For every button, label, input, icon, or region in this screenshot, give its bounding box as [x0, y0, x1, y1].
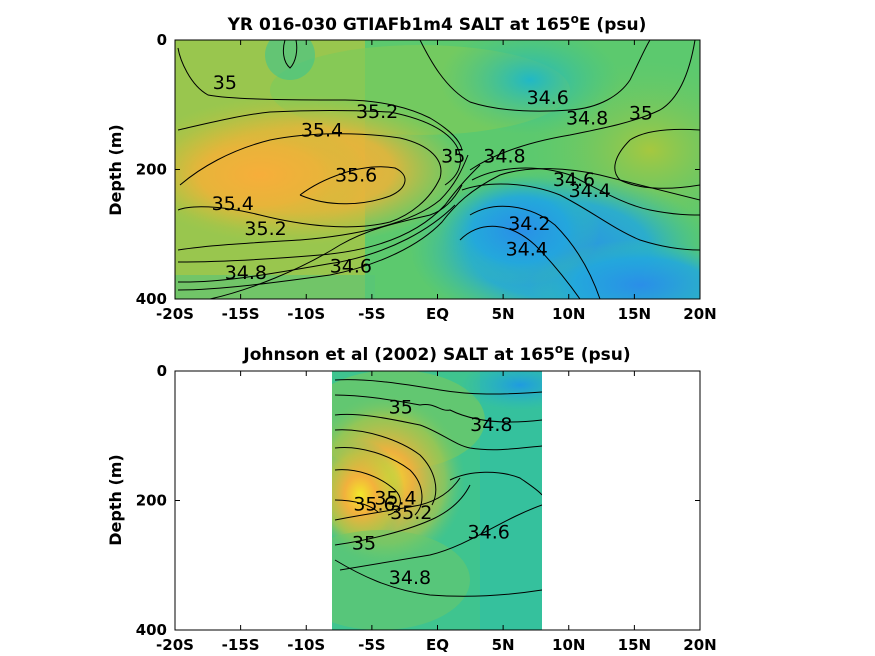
x-tick-label: 10N: [552, 636, 585, 654]
y-tick-label: 400: [136, 621, 167, 639]
x-tick-label: 20N: [683, 636, 716, 654]
contour-label: 34.8: [470, 414, 512, 436]
chart-bottom-x-ticks: -20S -15S -10S -5S EQ 5N 10N 15N 20N: [156, 371, 717, 654]
chart-top-y-axis-label: Depth (m): [106, 124, 125, 216]
contour-label: 34.8: [483, 145, 525, 167]
contour-label: 34.2: [508, 213, 550, 235]
x-tick-label: 15N: [618, 636, 651, 654]
contour-label: 35.6: [335, 165, 377, 187]
chart-bottom: Johnson et al (2002) SALT at 165oE (psu): [106, 342, 717, 654]
x-tick-label: -10S: [287, 305, 325, 323]
contour-label: 35.4: [212, 193, 254, 215]
contour-label: 34.6: [468, 522, 510, 544]
x-tick-label: 5N: [492, 305, 515, 323]
contour-label: 35.6: [353, 494, 395, 516]
y-tick-label: 200: [136, 161, 167, 179]
chart-top-x-ticks: -20S -15S -10S -5S EQ 5N 10N 15N 20N: [156, 40, 717, 323]
y-tick-label: 0: [157, 362, 167, 380]
chart-top: YR 016-030 GTIAFb1m4 SALT at 165oE (psu): [106, 12, 717, 323]
x-tick-label: EQ: [426, 636, 449, 654]
chart-bottom-contours: [334, 379, 542, 597]
x-tick-label: 10N: [552, 305, 585, 323]
contour-label: 35.2: [390, 502, 432, 524]
contour-label: 34.8: [389, 567, 431, 589]
x-tick-label: 15N: [618, 305, 651, 323]
contour-label: 34.4: [569, 180, 611, 202]
y-tick-label: 400: [136, 290, 167, 308]
contour-label: 34.8: [225, 262, 267, 284]
x-tick-label: -20S: [156, 305, 194, 323]
contour-label: 34.6: [527, 87, 569, 109]
x-tick-label: 20N: [683, 305, 716, 323]
chart-bottom-y-axis-label: Depth (m): [106, 454, 125, 546]
y-tick-label: 0: [157, 31, 167, 49]
contour-label: 35.4: [374, 487, 416, 509]
contour-label: 35: [352, 533, 376, 555]
x-tick-label: -5S: [358, 305, 385, 323]
contour-label: 34.6: [553, 169, 595, 191]
x-tick-label: -5S: [358, 636, 385, 654]
chart-bottom-heatmap: 35 34.8 35.635.435.2 34.6 35 34.8: [332, 371, 542, 630]
contour-label: 35: [629, 103, 653, 125]
chart-bottom-title: Johnson et al (2002) SALT at 165oE (psu): [242, 342, 630, 365]
contour-label: 35: [389, 397, 413, 419]
chart-bottom-y-ticks: 0 200 400: [136, 362, 700, 639]
x-tick-label: -15S: [222, 636, 260, 654]
x-tick-label: EQ: [426, 305, 449, 323]
x-tick-label: -20S: [156, 636, 194, 654]
contour-label: 34.8: [566, 108, 608, 130]
contour-label: 34.6: [330, 255, 372, 277]
contour-label: 35: [213, 72, 237, 94]
contour-label: 35.2: [244, 218, 286, 240]
contour-label: 35.4: [301, 119, 343, 141]
contour-label: 34.4: [506, 238, 548, 260]
x-tick-label: -10S: [287, 636, 325, 654]
chart-bottom-contour-labels: 35 34.8 35.635.435.2 34.6 35 34.8: [352, 397, 513, 589]
contour-label: 35.2: [356, 101, 398, 123]
x-tick-label: 5N: [492, 636, 515, 654]
contour-label: 35: [441, 145, 465, 167]
y-tick-label: 200: [136, 492, 167, 510]
chart-top-title: YR 016-030 GTIAFb1m4 SALT at 165oE (psu): [227, 12, 647, 35]
x-tick-label: -15S: [222, 305, 260, 323]
chart-top-y-ticks: 0 200 400: [136, 31, 700, 308]
chart-top-contours: [177, 40, 700, 299]
